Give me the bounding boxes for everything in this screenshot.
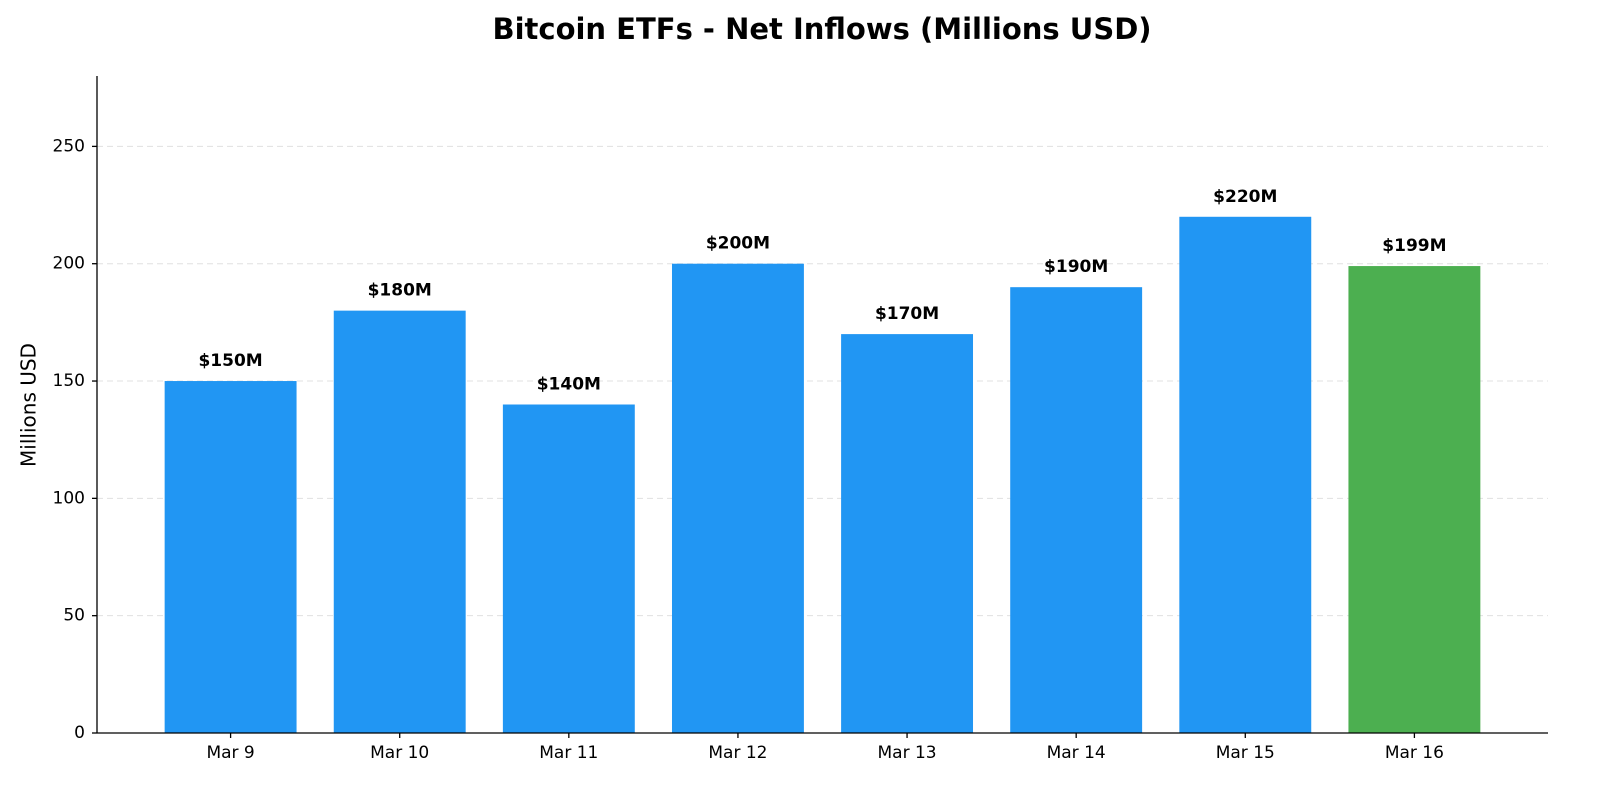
chart-title: Bitcoin ETFs - Net Inflows (Millions USD…	[492, 12, 1151, 46]
x-tick-label: Mar 12	[708, 743, 767, 763]
x-tick-label: Mar 16	[1385, 743, 1444, 763]
x-tick-label: Mar 9	[206, 743, 254, 763]
x-tick-label: Mar 10	[370, 743, 429, 763]
x-tick-label: Mar 15	[1216, 743, 1275, 763]
bar	[502, 404, 635, 733]
y-tick-label: 150	[53, 371, 85, 391]
value-label: $220M	[1213, 187, 1277, 207]
bar	[841, 334, 974, 733]
value-label: $170M	[875, 304, 939, 324]
y-tick-label: 100	[53, 488, 85, 508]
value-label: $180M	[368, 281, 432, 301]
value-label: $150M	[198, 351, 262, 371]
bar	[1348, 266, 1481, 733]
bar	[333, 310, 466, 733]
y-tick-label: 200	[53, 254, 85, 274]
bar	[164, 381, 297, 733]
y-tick-label: 250	[53, 136, 85, 156]
value-label: $199M	[1382, 236, 1446, 256]
bar	[1010, 287, 1143, 733]
x-tick-label: Mar 14	[1047, 743, 1106, 763]
y-axis-label: Millions USD	[17, 343, 41, 467]
value-label: $200M	[706, 234, 770, 254]
x-tick-label: Mar 11	[539, 743, 598, 763]
bar	[671, 263, 804, 733]
bar	[1179, 216, 1312, 734]
y-tick-label: 50	[63, 606, 85, 626]
value-label: $190M	[1044, 257, 1108, 277]
value-label: $140M	[537, 375, 601, 395]
x-tick-label: Mar 13	[877, 743, 936, 763]
y-tick-label: 0	[74, 723, 85, 743]
